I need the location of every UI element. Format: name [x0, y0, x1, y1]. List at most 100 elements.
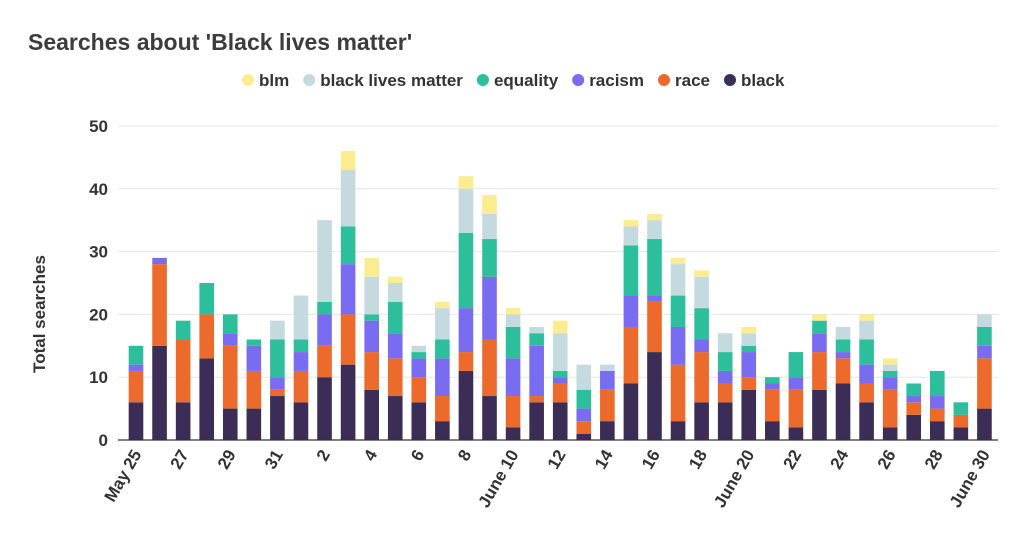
bar-segment-racism — [647, 295, 662, 302]
bar-segment-black — [623, 383, 639, 440]
legend-swatch — [658, 74, 671, 86]
bar-segment-black-lives-matter — [529, 326, 544, 334]
bar-segment-black — [458, 370, 474, 440]
bar-segment-black — [529, 402, 544, 440]
legend-swatch — [572, 74, 585, 86]
x-tick-label: 22 — [779, 447, 805, 473]
x-tick-label: 31 — [261, 447, 287, 473]
bar-segment-racism — [222, 333, 238, 346]
bar-segment-race — [765, 389, 780, 422]
bar-segment-black-lives-matter — [694, 276, 709, 309]
bar-segment-equality — [835, 339, 851, 353]
bar-segment-black-lives-matter — [293, 295, 309, 340]
bar-segment-black-lives-matter — [411, 345, 427, 353]
bar-segment-black — [953, 427, 969, 440]
bar-segment-black — [552, 402, 568, 440]
bar-segment-black-lives-matter — [670, 264, 686, 296]
legend-swatch — [303, 74, 316, 86]
bar-segment-equality — [482, 239, 497, 277]
bar-segment-equality — [576, 389, 592, 409]
bar-segment-equality — [741, 345, 757, 353]
bar-segment-blm — [882, 358, 898, 365]
bar-segment-race — [788, 389, 804, 428]
bar-segment-racism — [741, 352, 757, 378]
bar-segment-race — [552, 383, 568, 403]
bar-segment-race — [717, 383, 733, 403]
bar-segment-black-lives-matter — [623, 226, 639, 246]
bar-segment-black-lives-matter — [270, 320, 285, 340]
x-tick-label: 2 — [313, 447, 334, 465]
bar-segment-blm — [694, 270, 709, 277]
x-tick-label: 4 — [360, 446, 381, 464]
bar-segment-black — [717, 402, 733, 440]
legend: blm black lives matter equality racism race b… — [242, 71, 785, 90]
bar-segment-racism — [293, 352, 309, 371]
bar-segment-racism — [623, 295, 639, 327]
bar-segment-black-lives-matter — [364, 276, 379, 315]
y-tick-label: 0 — [99, 431, 108, 450]
x-tick-label: 12 — [544, 447, 570, 473]
bar-segment-equality — [929, 370, 945, 397]
bar-segment-black-lives-matter — [340, 169, 356, 227]
bar-segment-blm — [387, 276, 403, 283]
bar-segment-racism — [929, 396, 945, 409]
legend-label: race — [675, 71, 710, 90]
bar-segment-race — [246, 370, 262, 409]
x-tick-label: 28 — [921, 447, 947, 473]
bar-segment-equality — [199, 283, 215, 315]
bar-segment-race — [222, 345, 238, 409]
bar-segment-race — [505, 396, 521, 428]
bar-segment-black — [199, 358, 215, 440]
bar-segment-racism — [882, 377, 898, 390]
bar-segment-race — [929, 408, 945, 422]
bar-segment-equality — [293, 339, 309, 353]
bar-segment-black — [765, 421, 780, 440]
bar-segment-racism — [270, 377, 285, 390]
bar-segment-black — [694, 402, 709, 440]
bar-segment-equality — [906, 383, 922, 397]
bar-segment-black-lives-matter — [859, 320, 874, 340]
bar-segment-race — [576, 421, 592, 434]
bar-segment-equality — [552, 370, 568, 378]
bar-segment-black — [977, 408, 992, 440]
bar-segment-race — [435, 396, 450, 422]
legend-label: blm — [259, 71, 289, 90]
chart-title: Searches about 'Black lives matter' — [28, 29, 412, 55]
x-axis-ticks: May 25 27 29 31 2 4 6 8 June 10 12 14 16 18 June 20 22… — [101, 446, 994, 511]
bar-segment-blm — [741, 326, 757, 334]
y-axis-label: Total searches — [30, 255, 49, 373]
bar-segment-equality — [246, 339, 262, 346]
bar-segment-equality — [623, 245, 639, 296]
bar-segment-race — [741, 377, 757, 390]
y-tick-label: 20 — [89, 305, 108, 324]
bar-segment-racism — [482, 276, 497, 340]
bar-segment-racism — [906, 396, 922, 403]
bar-segment-equality — [387, 301, 403, 334]
bar-segment-equality — [765, 377, 780, 384]
bar-segment-racism — [458, 308, 474, 353]
bar-segment-race — [199, 314, 215, 359]
bar-segment-racism — [529, 345, 544, 397]
bar-segment-racism — [835, 352, 851, 359]
bar-segment-equality — [647, 239, 662, 296]
legend-swatch — [724, 74, 736, 86]
bar-segment-racism — [152, 257, 167, 265]
gridlines — [118, 125, 998, 378]
bar-segment-black-lives-matter — [977, 314, 992, 327]
bar-segment-black — [835, 383, 851, 440]
legend-swatch — [476, 74, 489, 86]
bar-segment-racism — [364, 320, 379, 353]
bar-segment-black — [364, 389, 379, 440]
bar-segment-equality — [694, 308, 709, 340]
bar-segment-black — [670, 421, 686, 440]
bar-segment-equality — [882, 370, 898, 378]
bar-segment-equality — [435, 339, 450, 359]
bar-segment-racism — [600, 370, 615, 390]
bar-segment-racism — [552, 377, 568, 384]
bar-segment-equality — [953, 402, 969, 415]
bar-segment-black-lives-matter — [505, 314, 521, 327]
bar-segment-black — [741, 389, 757, 440]
bar-segment-black-lives-matter — [552, 333, 568, 371]
bar-segment-black — [435, 421, 450, 440]
bar-segment-equality — [505, 326, 521, 359]
